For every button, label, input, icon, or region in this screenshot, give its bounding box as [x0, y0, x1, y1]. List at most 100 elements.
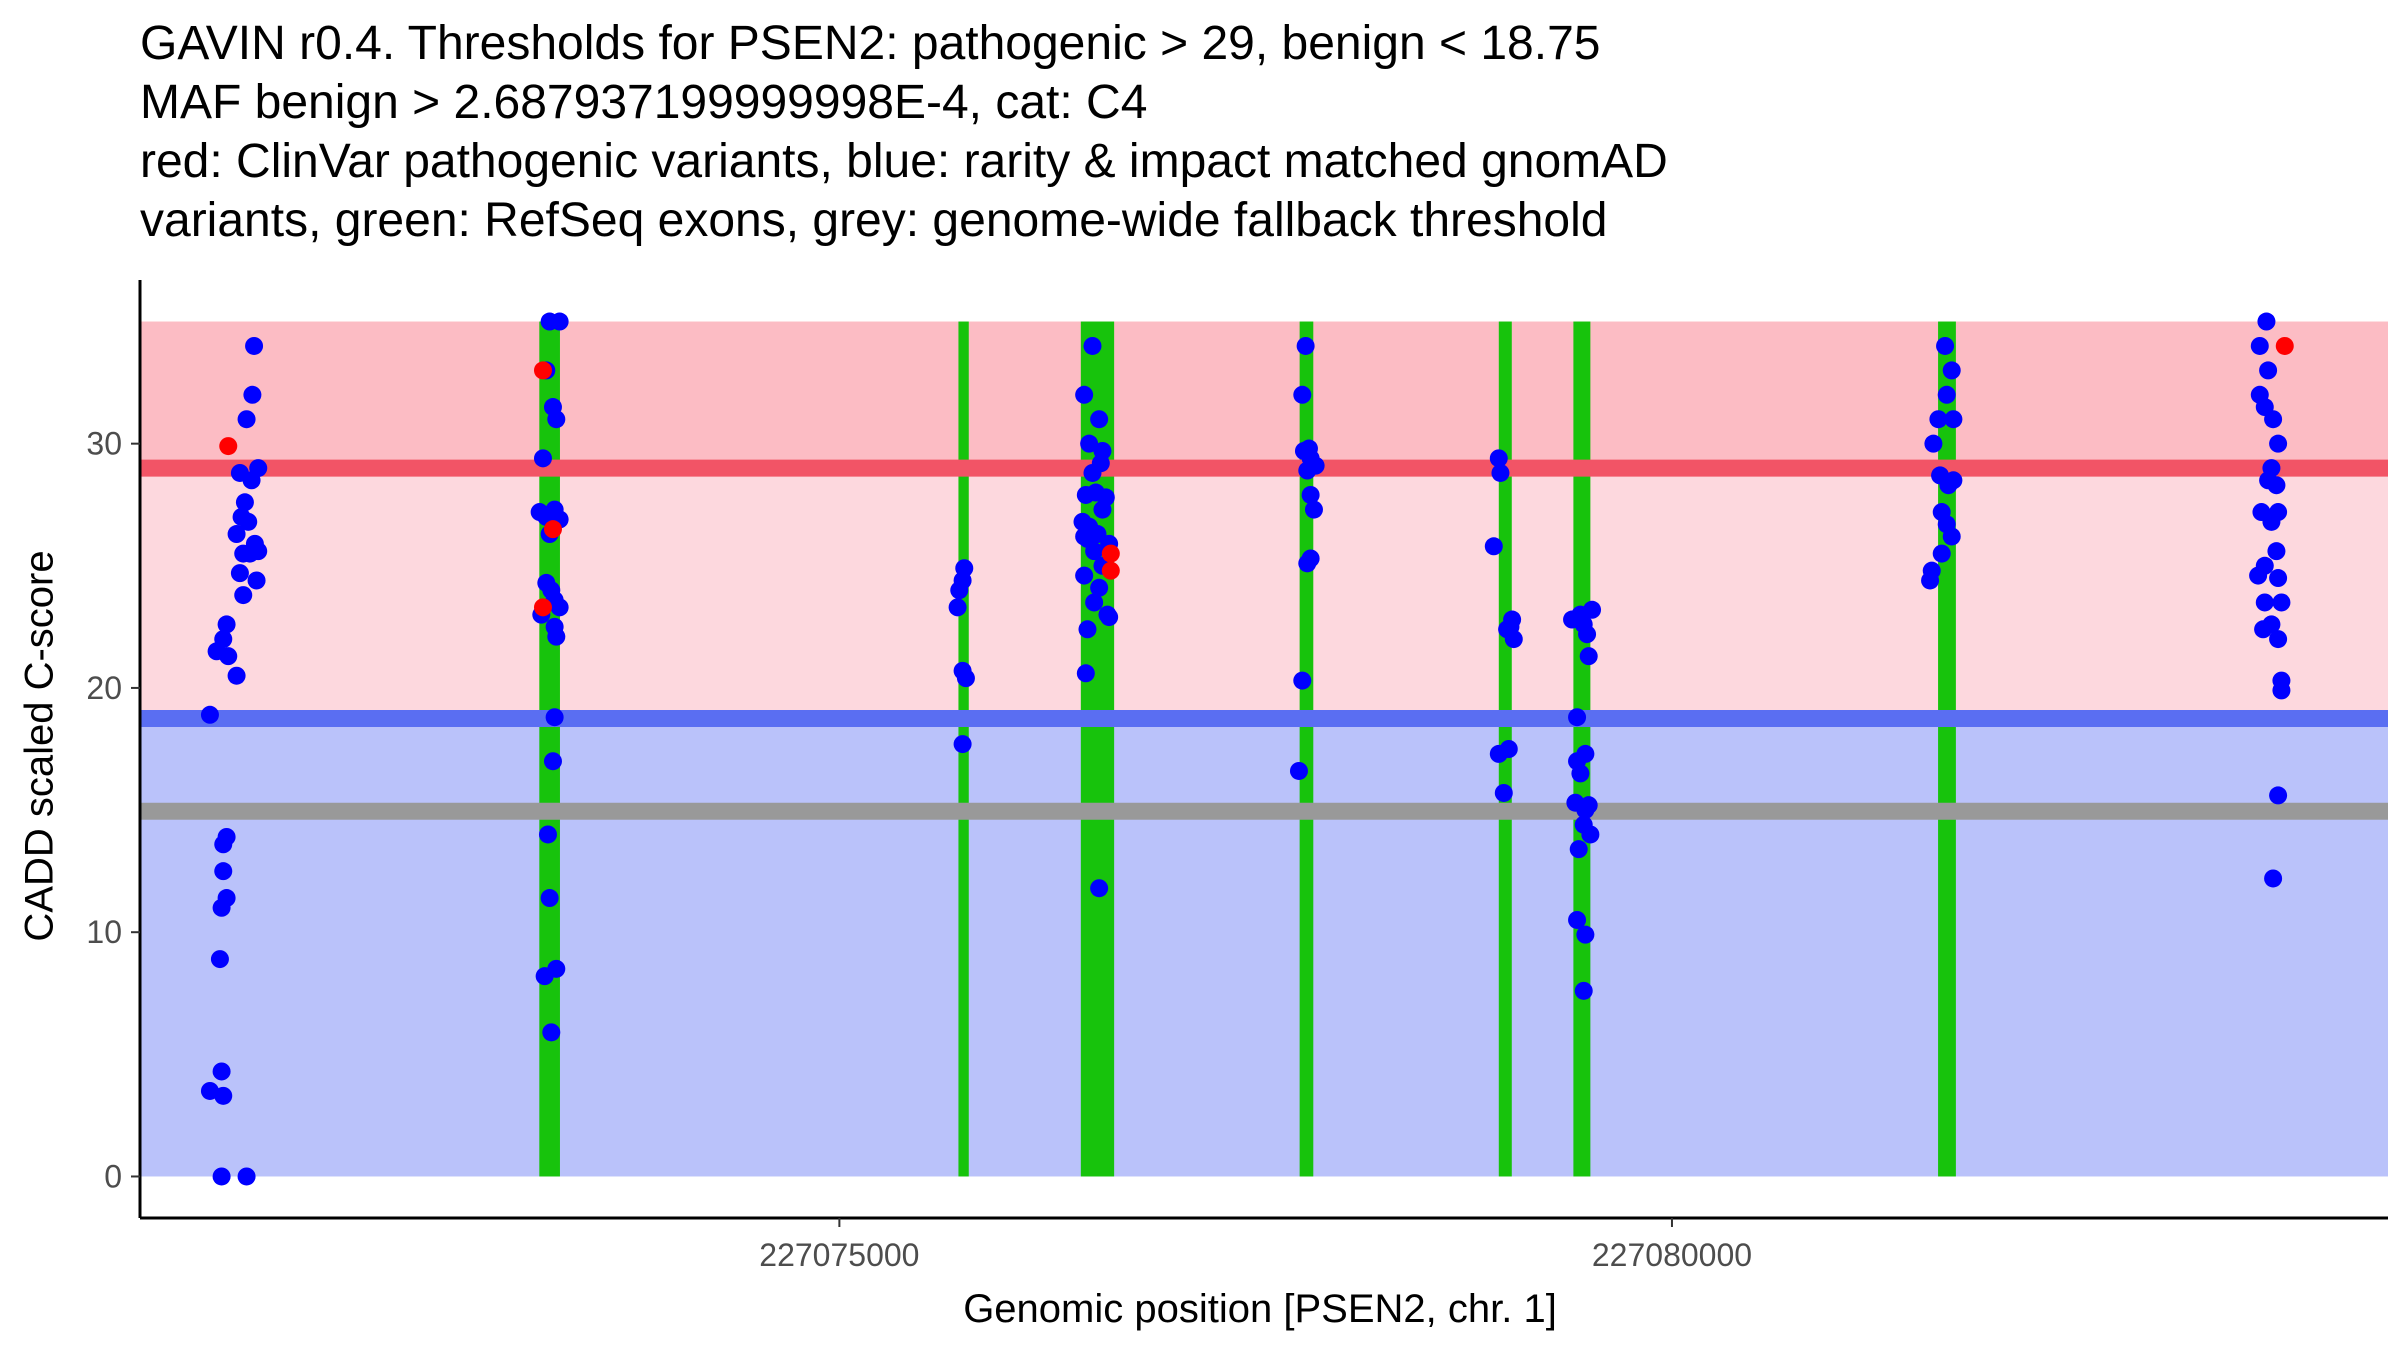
gnomad-point	[214, 835, 233, 854]
gnomad-point	[1579, 647, 1598, 666]
exon-bar-7	[1938, 321, 1956, 1177]
gnomad-point	[2272, 593, 2291, 612]
gnomad-point	[243, 385, 262, 404]
gnomad-point	[1499, 740, 1518, 758]
gnomad-point	[547, 627, 566, 646]
gnomad-point	[230, 564, 249, 583]
gnomad-point	[2269, 786, 2288, 805]
x-axis-label: Genomic position [PSEN2, chr. 1]	[963, 1287, 1557, 1331]
gnomad-point	[953, 735, 972, 754]
gnomad-point	[540, 889, 559, 908]
gnomad-point	[1936, 336, 1955, 355]
gnomad-point	[550, 598, 569, 617]
threshold-bands	[140, 321, 2388, 1177]
title-line-2: MAF benign > 2.687937199999998E-4, cat: …	[140, 76, 1148, 129]
gnomad-point	[1578, 625, 1597, 644]
gnomad-point	[2269, 630, 2288, 649]
gnomad-point	[212, 1167, 231, 1186]
gnomad-point	[533, 449, 552, 468]
y-axis-label: CADD scaled C-score	[17, 550, 62, 942]
gnomad-point	[1083, 463, 1102, 482]
gnomad-point	[1078, 620, 1097, 639]
gnomad-point	[535, 967, 554, 986]
title-line-1: GAVIN r0.4. Thresholds for PSEN2: pathog…	[140, 17, 1601, 70]
clinvar-point	[1101, 544, 1120, 563]
exon-bar-4	[1299, 321, 1314, 1177]
gnomad-point	[1093, 500, 1112, 519]
gnomad-point	[1921, 571, 1940, 590]
gnomad-point	[1090, 879, 1109, 898]
gnomad-point	[1494, 783, 1513, 802]
gnomad-point	[212, 1062, 231, 1081]
gnomad-point	[242, 471, 261, 490]
gnomad-point	[2272, 681, 2291, 700]
clinvar-point	[1101, 561, 1120, 580]
gnomad-point	[1298, 461, 1317, 480]
y-tick-label: 20	[86, 670, 122, 706]
threshold-lines	[140, 459, 2388, 820]
x-tick-label: 227075000	[759, 1237, 919, 1273]
gnomad-point	[214, 862, 233, 881]
gnomad-point	[550, 312, 569, 331]
gnomad-point	[234, 586, 253, 605]
gnomad-point	[2269, 569, 2288, 588]
variant-points	[200, 312, 2294, 1186]
gnomad-point	[1568, 910, 1587, 929]
clinvar-point	[2275, 336, 2294, 355]
title-line-3: red: ClinVar pathogenic variants, blue: …	[140, 135, 1668, 188]
gnomad-point	[217, 615, 236, 634]
gnomad-point	[1085, 593, 1104, 612]
gnomad-point	[545, 708, 564, 727]
gnomad-point	[2255, 593, 2274, 612]
title-line-4: variants, green: RefSeq exons, grey: gen…	[140, 194, 1608, 247]
gnomad-point	[1574, 981, 1593, 1000]
gnomad-point	[1942, 361, 1961, 380]
gnomad-point	[247, 571, 266, 590]
gnomad-point	[1298, 554, 1317, 573]
clinvar-point	[219, 437, 238, 456]
gnomad-point	[1076, 485, 1095, 504]
gnomad-point	[1075, 566, 1094, 585]
gnomad-point	[249, 542, 268, 561]
y-tick-label: 30	[86, 426, 122, 462]
benign-band	[140, 718, 2388, 1177]
gnomad-point	[1937, 385, 1956, 404]
gnomad-point	[200, 705, 219, 724]
gnomad-point	[1304, 500, 1323, 519]
gnomad-point	[2257, 312, 2276, 331]
gnomad-point	[239, 512, 258, 531]
gnomad-point	[2267, 476, 2286, 495]
gnomad-point	[543, 752, 562, 771]
gnomad-point	[1568, 708, 1587, 727]
gnomad-point	[227, 525, 246, 544]
gnomad-point	[1100, 608, 1119, 627]
gnomad-point	[542, 1023, 561, 1042]
gnomad-point	[1569, 840, 1588, 859]
gnomad-point	[2269, 434, 2288, 453]
gnomad-point	[1293, 385, 1312, 404]
gnomad-point	[2267, 542, 2286, 561]
gnomad-point	[1296, 336, 1315, 355]
gnomad-point	[547, 410, 566, 429]
gnomad-point	[1932, 544, 1951, 563]
gnomad-point	[210, 950, 229, 969]
x-tick-label: 227080000	[1592, 1237, 1752, 1273]
gnomad-point	[1090, 578, 1109, 597]
gnomad-point	[1571, 764, 1590, 783]
gnomad-point	[1581, 825, 1600, 844]
gnomad-point	[245, 336, 264, 355]
gnomad-point	[2264, 869, 2283, 888]
gnomad-point	[214, 1086, 233, 1105]
gnomad-point	[2262, 512, 2281, 531]
gnomad-point	[1085, 542, 1104, 561]
gnomad-point	[227, 666, 246, 685]
gnomad-point	[2250, 336, 2269, 355]
gnomad-point	[1484, 537, 1503, 556]
gnomad-point	[1293, 671, 1312, 690]
axes: 0 10 20 30 227075000 227080000	[86, 280, 2388, 1273]
gnomad-point	[1504, 630, 1523, 649]
pathogenic-band	[140, 321, 2388, 469]
gnomad-point	[948, 598, 967, 617]
clinvar-point	[543, 520, 562, 539]
